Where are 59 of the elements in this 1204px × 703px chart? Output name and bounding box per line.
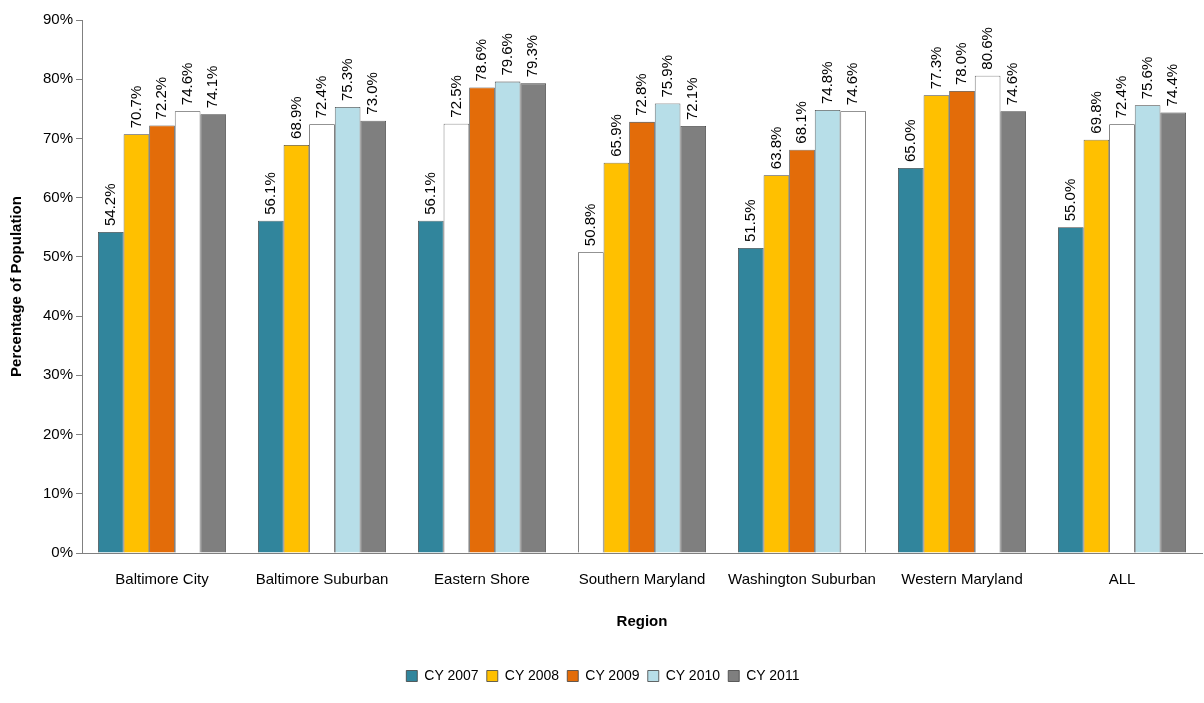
y-tick-label: 70%	[42, 128, 74, 146]
x-tick-label: Baltimore City	[115, 570, 210, 588]
data-label: 78.0%	[952, 42, 970, 86]
data-label: 74.1%	[203, 65, 221, 109]
data-label: 80.6%	[977, 27, 995, 70]
data-label: 54.2%	[100, 183, 118, 227]
legend-label: CY 2011	[746, 666, 800, 683]
x-tick-label: Eastern Shore	[434, 570, 530, 588]
legend-label: CY 2007	[424, 666, 479, 683]
data-label: 65.9%	[606, 114, 624, 157]
y-tick-label: 30%	[42, 365, 74, 383]
y-tick-label: 40%	[42, 306, 74, 324]
data-label: 74.8%	[817, 61, 835, 105]
data-label: 70.7%	[126, 85, 144, 129]
x-axis-title: Region	[616, 612, 668, 630]
data-label: 68.1%	[792, 101, 810, 144]
y-tick-label: 0%	[51, 543, 74, 561]
y-tick-label: 80%	[42, 69, 74, 87]
y-tick-label: 50%	[42, 247, 74, 265]
y-tick-label: 10%	[42, 483, 74, 501]
x-tick-label: ALL	[1108, 570, 1136, 588]
data-label: 72.5%	[446, 75, 464, 118]
x-tick-label: Washington Suburban	[728, 570, 876, 588]
data-label: 75.6%	[1137, 56, 1155, 100]
legend-label: CY 2008	[504, 666, 560, 683]
data-label: 79.6%	[497, 33, 515, 76]
y-tick-label: 60%	[42, 187, 74, 205]
data-label: 75.3%	[337, 58, 355, 102]
data-label: 69.8%	[1086, 91, 1104, 134]
data-label: 72.8%	[632, 73, 650, 116]
data-label: 79.3%	[523, 34, 541, 78]
data-label: 75.9%	[657, 54, 675, 98]
data-label: 63.8%	[766, 126, 784, 170]
data-label: 78.6%	[472, 38, 490, 82]
data-label: 77.3%	[926, 46, 944, 90]
y-tick-label: 90%	[42, 10, 74, 28]
data-label: 74.4%	[1163, 63, 1181, 107]
x-tick-label: Baltimore Suburban	[255, 570, 389, 588]
data-label: 73.0%	[363, 72, 381, 115]
data-label: 72.1%	[683, 77, 701, 121]
data-label: 50.8%	[580, 203, 598, 247]
data-label: 51.5%	[740, 199, 758, 243]
data-label: 74.6%	[843, 62, 861, 106]
data-label: 74.6%	[1003, 62, 1021, 106]
data-label: 72.4%	[312, 75, 330, 119]
y-tick-label: 20%	[42, 424, 74, 442]
data-label: 56.1%	[420, 172, 438, 215]
x-tick-label: Western Maryland	[901, 570, 1023, 588]
legend-label: CY 2009	[585, 666, 640, 683]
data-label: 55.0%	[1060, 178, 1078, 222]
y-axis-title: Percentage of Population	[7, 196, 25, 377]
data-label: 72.4%	[1112, 75, 1130, 119]
legend-label: CY 2010	[665, 666, 721, 683]
data-label: 65.0%	[900, 119, 918, 163]
x-tick-label: Southern Maryland	[578, 570, 706, 588]
data-label: 68.9%	[286, 96, 304, 139]
data-label: 74.6%	[177, 62, 195, 106]
data-label: 56.1%	[260, 172, 278, 215]
data-label: 72.2%	[152, 76, 170, 120]
